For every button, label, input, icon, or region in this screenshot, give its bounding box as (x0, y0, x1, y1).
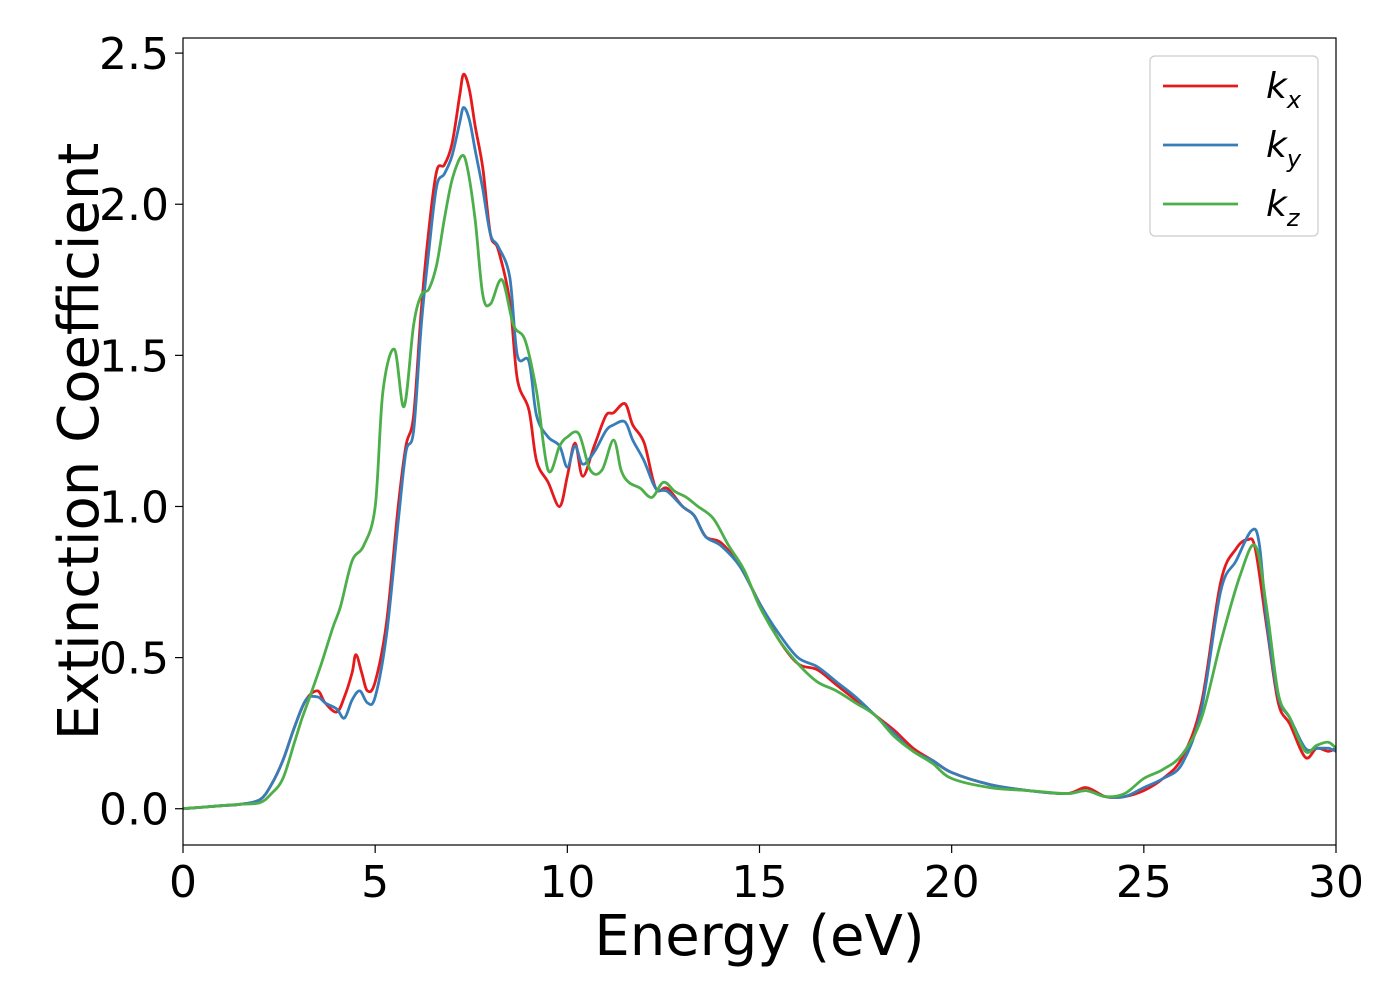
legend-label-x: kx (1266, 66, 1302, 114)
x-axis: 0 5 10 15 20 25 30 (169, 845, 1364, 908)
x-tick-label: 5 (361, 857, 389, 908)
series-line-x (183, 72, 1336, 811)
y-tick-label: 1.0 (99, 482, 169, 533)
series-line-y (183, 106, 1336, 811)
legend-label-z: kz (1266, 184, 1301, 232)
y-tick-label: 1.5 (99, 331, 169, 382)
y-axis-label: Extinction Coefficient (47, 143, 112, 741)
y-tick-label: 2.5 (99, 29, 169, 80)
x-tick-label: 25 (1116, 857, 1172, 908)
y-tick-label: 2.0 (99, 180, 169, 231)
x-tick-label: 15 (732, 857, 788, 908)
y-axis: 0.0 0.5 1.0 1.5 2.0 2.5 (99, 29, 183, 836)
series-line-z (183, 154, 1336, 811)
legend: kx ky kz (1149, 55, 1319, 237)
legend-label-y: ky (1266, 125, 1302, 173)
series-layer (183, 72, 1336, 811)
x-tick-label: 10 (539, 857, 595, 908)
x-axis-label: Energy (eV) (594, 904, 924, 969)
x-tick-label: 30 (1308, 857, 1364, 908)
y-tick-label: 0.5 (99, 634, 169, 685)
y-tick-label: 0.0 (99, 785, 169, 836)
x-tick-label: 0 (169, 857, 197, 908)
x-tick-label: 20 (924, 857, 980, 908)
